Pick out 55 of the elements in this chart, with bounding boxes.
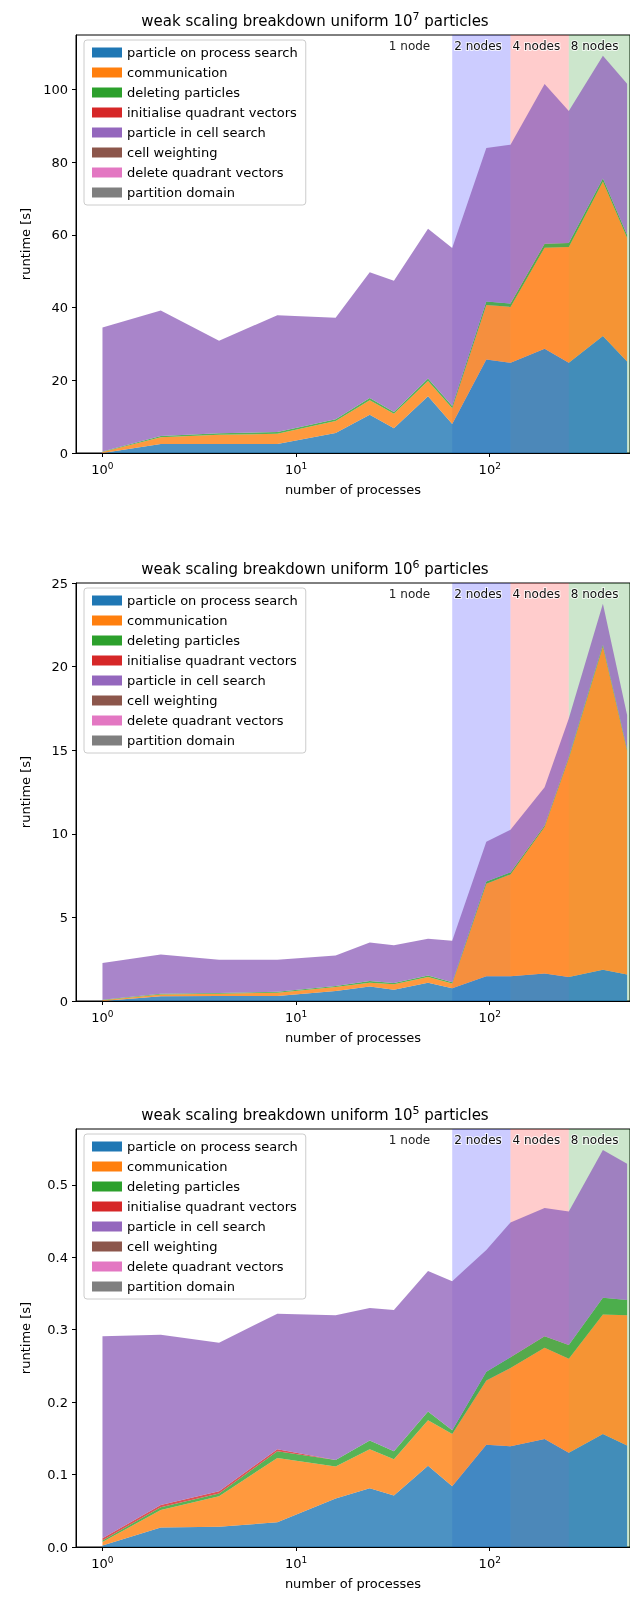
legend-label: communication	[127, 1159, 228, 1174]
y-tick-label: 10	[51, 826, 68, 842]
legend-label: initialise quadrant vectors	[127, 1199, 297, 1214]
y-axis-title: runtime [s]	[18, 1301, 33, 1375]
legend-label: particle on process search	[127, 45, 298, 60]
band-label: 8 nodes	[570, 39, 619, 53]
legend-label: delete quadrant vectors	[127, 165, 284, 180]
legend-label: partition domain	[127, 185, 235, 200]
legend-label: initialise quadrant vectors	[127, 105, 297, 120]
legend-label: particle in cell search	[127, 125, 266, 140]
y-tick-label: 5	[59, 909, 68, 925]
y-tick-label: 40	[51, 300, 68, 316]
legend-label: deleting particles	[127, 633, 241, 648]
y-tick-label: 0.0	[47, 1539, 68, 1555]
legend-label: cell weighting	[127, 1239, 218, 1254]
y-tick-label: 20	[51, 659, 68, 675]
y-axis-title: runtime [s]	[18, 207, 33, 281]
y-tick-label: 0	[59, 993, 68, 1009]
y-axis-title: runtime [s]	[18, 755, 33, 829]
y-tick-label: 0.3	[47, 1322, 68, 1338]
x-axis-title: number of processes	[284, 1576, 422, 1591]
legend-label: partition domain	[127, 1279, 235, 1294]
y-tick-label: 0.1	[47, 1467, 68, 1483]
x-axis-title: number of processes	[284, 482, 422, 497]
annotation: 1 node	[388, 1133, 431, 1147]
band-label: 2 nodes	[454, 1133, 502, 1147]
y-tick-label: 25	[51, 575, 68, 591]
legend-label: communication	[127, 613, 228, 628]
legend-label: cell weighting	[127, 145, 218, 160]
y-tick-label: 0.2	[47, 1394, 68, 1410]
band-label: 4 nodes	[512, 39, 561, 53]
legend-label: communication	[127, 65, 228, 80]
band-label: 2 nodes	[454, 587, 502, 601]
y-tick-label: 100	[43, 82, 68, 98]
legend-label: particle in cell search	[127, 1219, 266, 1234]
annotation: 1 node	[388, 39, 431, 53]
y-tick-label: 20	[51, 372, 68, 388]
band-label: 4 nodes	[512, 1133, 561, 1147]
y-tick-label: 0.5	[47, 1177, 68, 1193]
y-tick-label: 15	[51, 742, 68, 758]
y-tick-label: 60	[51, 227, 68, 243]
y-tick-label: 0.4	[47, 1249, 68, 1265]
legend-label: particle on process search	[127, 593, 298, 608]
y-tick-label: 80	[51, 154, 68, 170]
band-label: 4 nodes	[512, 587, 561, 601]
legend-label: deleting particles	[127, 85, 241, 100]
x-axis-title: number of processes	[284, 1030, 422, 1045]
legend-label: deleting particles	[127, 1179, 241, 1194]
band-label: 2 nodes	[454, 39, 502, 53]
band-label: 8 nodes	[570, 1133, 619, 1147]
annotation: 1 node	[388, 587, 431, 601]
legend-label: delete quadrant vectors	[127, 1259, 284, 1274]
legend-label: particle on process search	[127, 1139, 298, 1154]
y-tick-label: 0	[59, 445, 68, 461]
band-label: 8 nodes	[570, 587, 619, 601]
